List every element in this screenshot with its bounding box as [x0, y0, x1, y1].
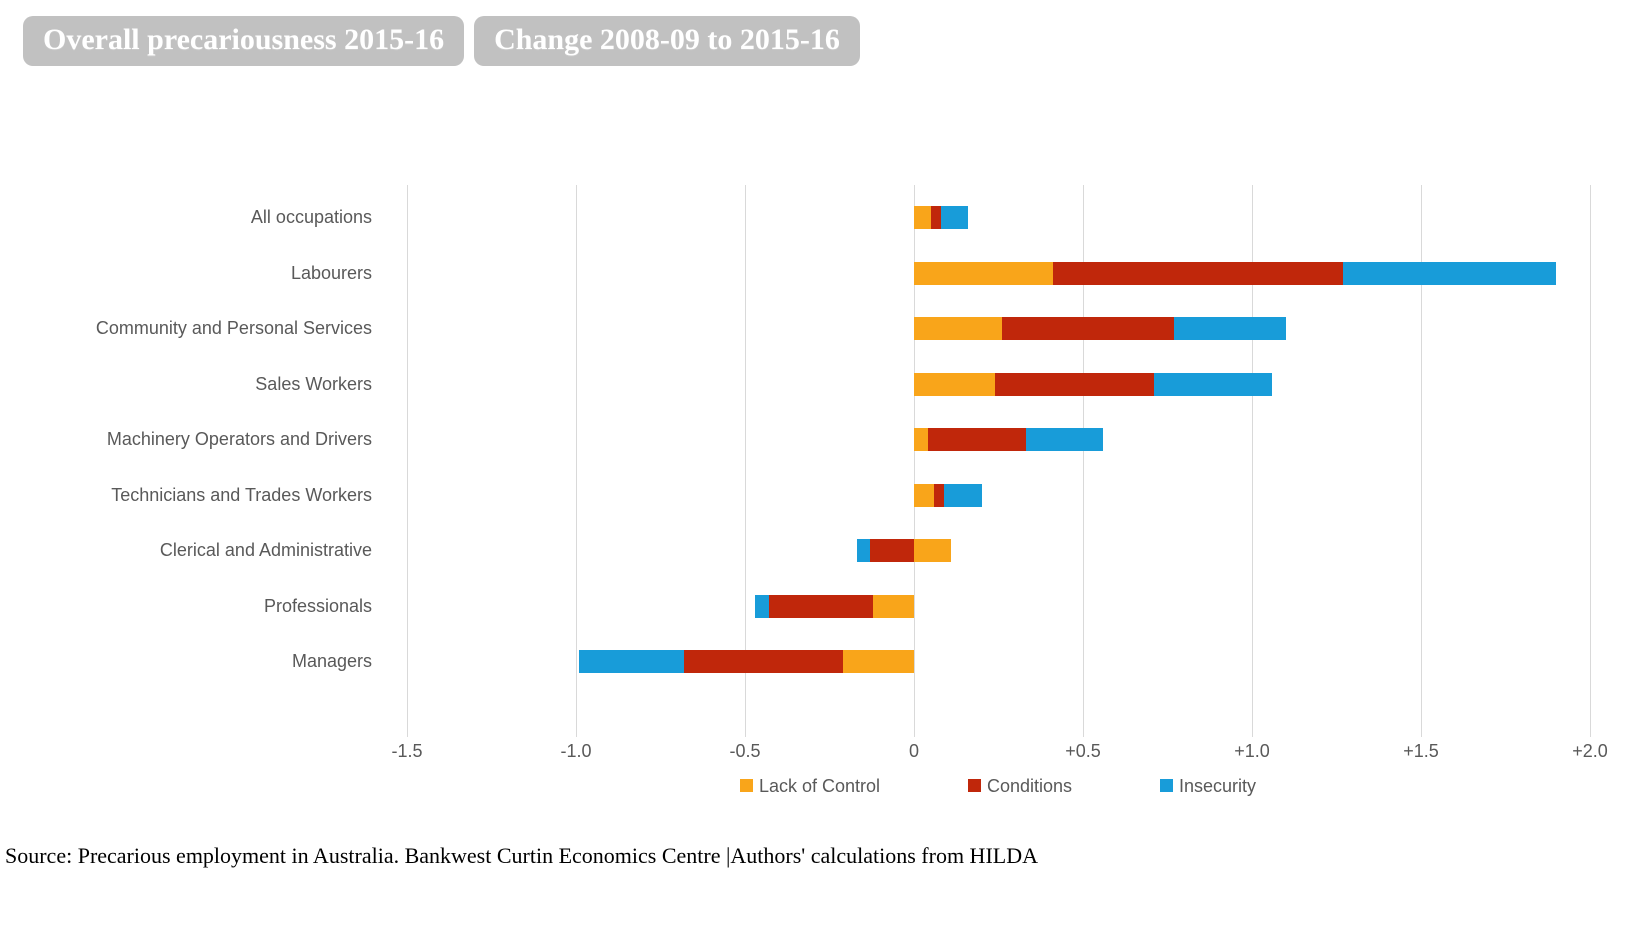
bar-segment-insecurity	[579, 650, 685, 673]
legend-label: Conditions	[986, 776, 1073, 796]
legend-swatch-icon	[967, 779, 981, 792]
category-label: Labourers	[290, 262, 372, 283]
bar-segment-insecurity	[941, 206, 969, 229]
x-tick-label: +1.5	[1403, 741, 1439, 761]
bar-segment-lack_of_control	[914, 483, 935, 507]
bar-segment-conditions	[870, 539, 914, 562]
bar-segment-lack_of_control	[873, 594, 914, 618]
category-label: Clerical and Administrative	[159, 540, 372, 560]
bar-segment-lack_of_control	[843, 650, 914, 673]
bar-segment-insecurity	[1025, 428, 1104, 451]
category-label: Machinery Operators and Drivers	[106, 429, 372, 449]
bar-segment-conditions	[995, 372, 1154, 396]
bar-segment-insecurity	[856, 539, 871, 562]
gridline	[576, 185, 577, 737]
bar-segment-insecurity	[1153, 372, 1273, 396]
bar-segment-conditions	[684, 650, 844, 673]
legend-swatch-icon	[740, 779, 753, 792]
view-tabs: Overall precariousness 2015-16 Change 20…	[23, 16, 860, 66]
tab-overall-precariousness[interactable]: Overall precariousness 2015-16	[23, 16, 465, 66]
category-axis: All occupations Labourers Community and Pe…	[0, 185, 372, 737]
x-tick-label: +0.5	[1065, 741, 1101, 761]
gridline	[1083, 185, 1084, 737]
bar-segment-lack_of_control	[914, 428, 928, 451]
bar-segment-conditions	[1001, 317, 1175, 340]
x-tick-label: +2.0	[1572, 741, 1608, 761]
gridline	[1421, 185, 1422, 737]
legend-label: Insecurity	[1178, 776, 1256, 796]
tab-change-2008-09[interactable]: Change 2008-09 to 2015-16	[474, 16, 860, 66]
plot-area: -1.5 -1.0 -0.5 0 +0.5 +1.0 +1.5 +2.0	[391, 185, 1608, 805]
legend-item-conditions: Conditions	[967, 776, 1073, 797]
bar-segment-conditions	[1052, 261, 1344, 285]
bar-segment-lack_of_control	[914, 261, 1053, 285]
x-tick-label: -0.5	[729, 741, 761, 761]
category-label: Professionals	[263, 595, 372, 616]
bar-segment-conditions	[934, 483, 945, 507]
legend-item-insecurity: Insecurity	[1159, 776, 1256, 797]
gridline	[745, 185, 746, 737]
bar-segment-insecurity	[1343, 261, 1557, 285]
category-label: Technicians and Trades Workers	[111, 484, 372, 505]
bar-segment-conditions	[930, 206, 942, 229]
x-tick-label: +1.0	[1234, 741, 1270, 761]
bar-segment-insecurity	[944, 483, 982, 507]
legend-item-lack_of_control: Lack of Control	[740, 776, 880, 797]
gridline	[1252, 185, 1253, 737]
category-label: Community and Personal Services	[95, 318, 372, 338]
category-label: Managers	[291, 651, 372, 671]
gridline	[1590, 185, 1591, 737]
gridline	[407, 185, 408, 737]
x-tick-label: 0	[908, 741, 919, 761]
chart-legend: Lack of Control Conditions Insecurity	[740, 776, 1256, 797]
x-tick-label: -1.0	[560, 741, 592, 761]
x-tick-label: -1.5	[391, 741, 423, 761]
bar-segment-conditions	[768, 594, 874, 618]
legend-swatch-icon	[1159, 779, 1173, 792]
bar-segment-insecurity	[755, 594, 769, 618]
bar-segment-lack_of_control	[914, 372, 996, 396]
bar-segment-insecurity	[1174, 317, 1286, 340]
legend-label: Lack of Control	[759, 776, 881, 796]
bar-segment-conditions	[927, 428, 1026, 451]
bar-segment-lack_of_control	[914, 539, 952, 562]
bar-segment-lack_of_control	[914, 206, 931, 229]
category-label: Sales Workers	[255, 373, 372, 394]
gridline	[914, 185, 915, 737]
bar-segment-lack_of_control	[914, 317, 1002, 340]
source-note: Source: Precarious employment in Austral…	[5, 843, 1038, 868]
category-label: All occupations	[250, 207, 372, 227]
